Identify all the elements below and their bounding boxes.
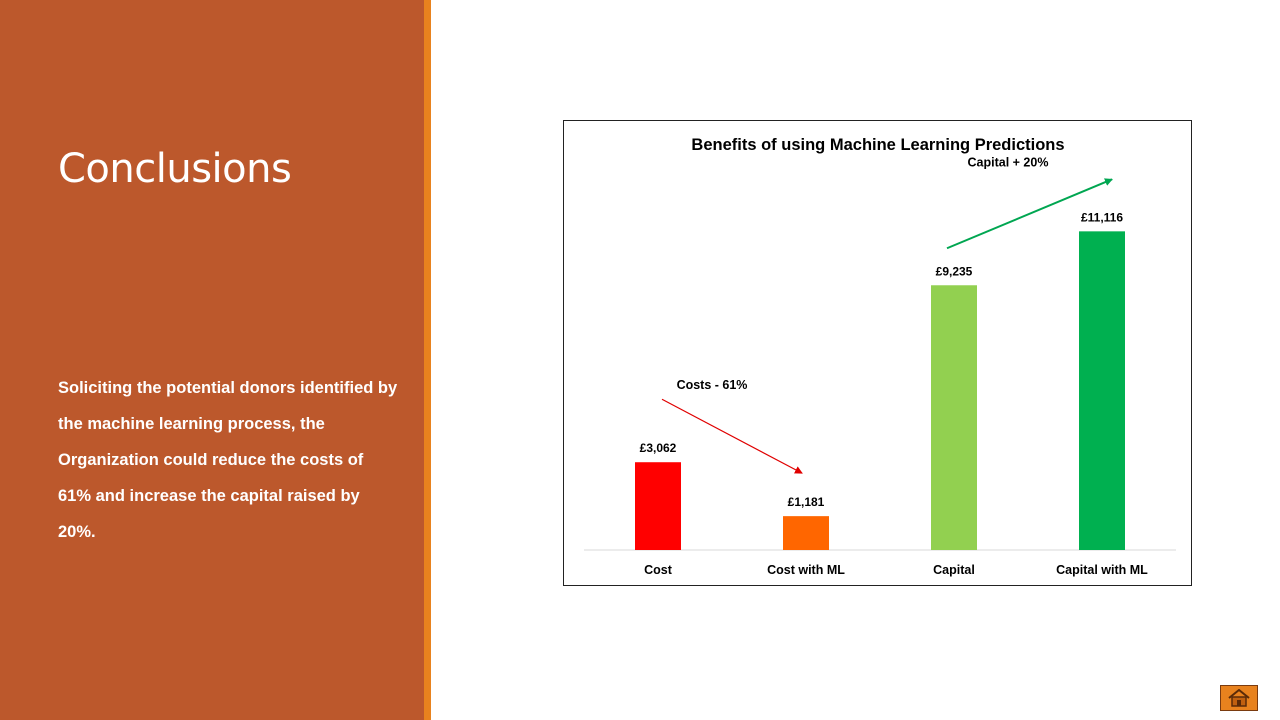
data-label-3: £11,116 [1081, 210, 1123, 224]
data-label-1: £1,181 [788, 495, 825, 509]
x-tick-label-2: Capital [933, 563, 975, 577]
slide-title: Conclusions [58, 146, 292, 192]
home-button[interactable] [1220, 685, 1258, 711]
bar-0 [635, 462, 681, 550]
annotation-arrow-1 [946, 178, 1113, 250]
annotation-arrow-0 [661, 398, 803, 474]
bar-3 [1079, 231, 1125, 550]
bar-2 [931, 285, 977, 550]
slide-body-text: Soliciting the potential donors identifi… [58, 379, 398, 541]
annotation-label-0: Costs - 61% [677, 378, 748, 392]
chart-frame: Benefits of using Machine Learning Predi… [563, 120, 1192, 586]
data-label-2: £9,235 [936, 264, 973, 278]
x-tick-label-1: Cost with ML [767, 563, 845, 577]
chart-title: Benefits of using Machine Learning Predi… [691, 136, 1064, 154]
left-panel: Conclusions Soliciting the potential don… [0, 0, 424, 720]
home-icon [1228, 689, 1250, 707]
accent-strip [424, 0, 431, 720]
data-label-0: £3,062 [640, 441, 677, 455]
x-tick-label-3: Capital with ML [1056, 563, 1148, 577]
bar-1 [783, 516, 829, 550]
x-tick-label-0: Cost [644, 563, 673, 577]
bar-chart: Benefits of using Machine Learning Predi… [584, 136, 1176, 577]
annotation-label-1: Capital + 20% [968, 155, 1049, 169]
